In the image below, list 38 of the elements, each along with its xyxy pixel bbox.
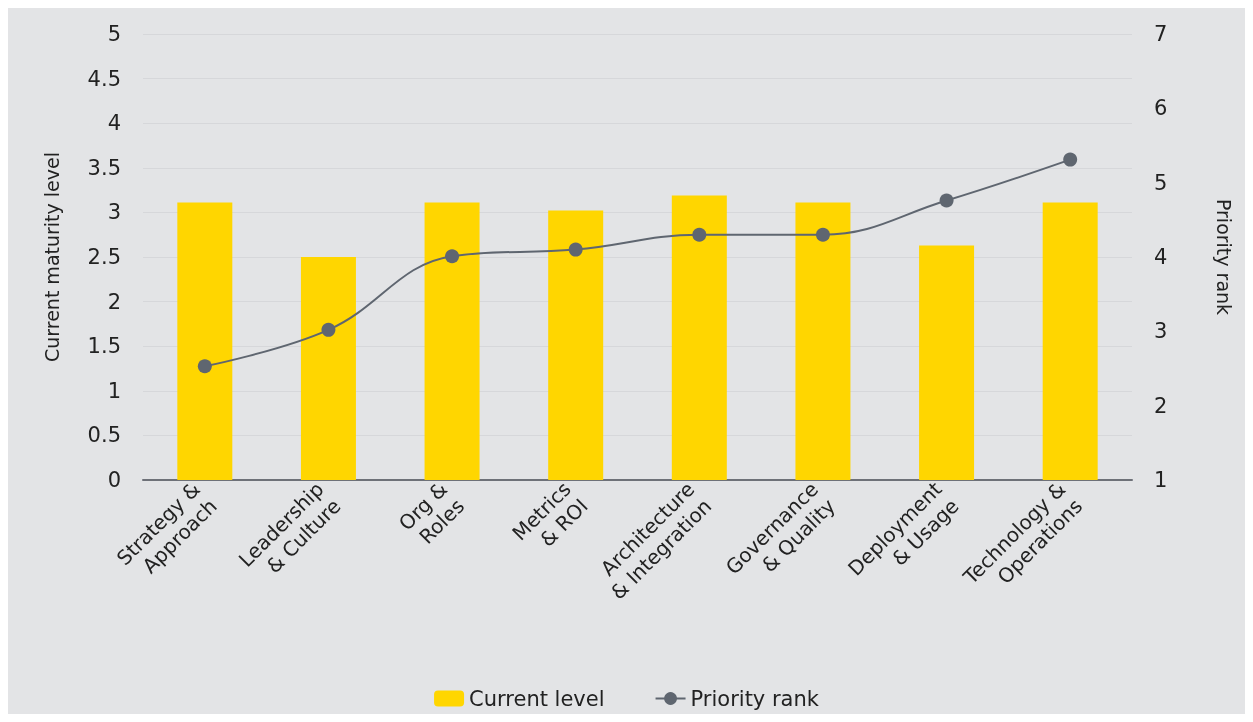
y-tick-label: 5 xyxy=(107,22,121,46)
bar xyxy=(177,202,233,480)
y-axis-title: Current maturity level xyxy=(40,151,63,363)
y-tick-label: 2 xyxy=(107,289,121,314)
y-tick-label: 1 xyxy=(107,378,121,403)
point xyxy=(1063,152,1078,167)
y-tick-label: 0.5 xyxy=(87,423,121,448)
y-tick-label: 4.5 xyxy=(87,66,121,91)
y-tick-label: 3 xyxy=(107,200,121,225)
y2-tick-label: 2 xyxy=(1154,393,1168,418)
legend-label: Priority rank xyxy=(690,686,820,711)
bar xyxy=(671,195,727,480)
y-tick-label: 4 xyxy=(107,111,121,136)
point xyxy=(445,249,460,264)
y-tick-label: 3.5 xyxy=(87,155,121,180)
point xyxy=(197,359,212,374)
y2-tick-label: 4 xyxy=(1154,245,1168,269)
y-tick-label: 0 xyxy=(107,468,121,492)
point xyxy=(939,193,954,208)
y2-tick-label: 5 xyxy=(1154,170,1168,195)
y-tick-label: 1.5 xyxy=(87,334,121,359)
point xyxy=(692,227,707,242)
y2-tick-label: 7 xyxy=(1154,22,1168,46)
bar xyxy=(548,210,604,480)
y2-axis-title: Priority rank xyxy=(1212,198,1235,316)
y2-tick-label: 6 xyxy=(1154,96,1168,121)
point xyxy=(321,322,336,337)
y-tick-label: 2.5 xyxy=(87,245,121,269)
y2-tick-label: 3 xyxy=(1154,319,1168,344)
bar xyxy=(1042,202,1098,480)
point xyxy=(568,242,583,257)
y2-tick-label: 1 xyxy=(1154,468,1168,492)
bar xyxy=(795,202,851,480)
bar xyxy=(424,202,480,480)
legend-label: Current level xyxy=(469,686,605,711)
bar xyxy=(919,245,975,480)
bar xyxy=(300,257,356,480)
point xyxy=(815,227,830,242)
